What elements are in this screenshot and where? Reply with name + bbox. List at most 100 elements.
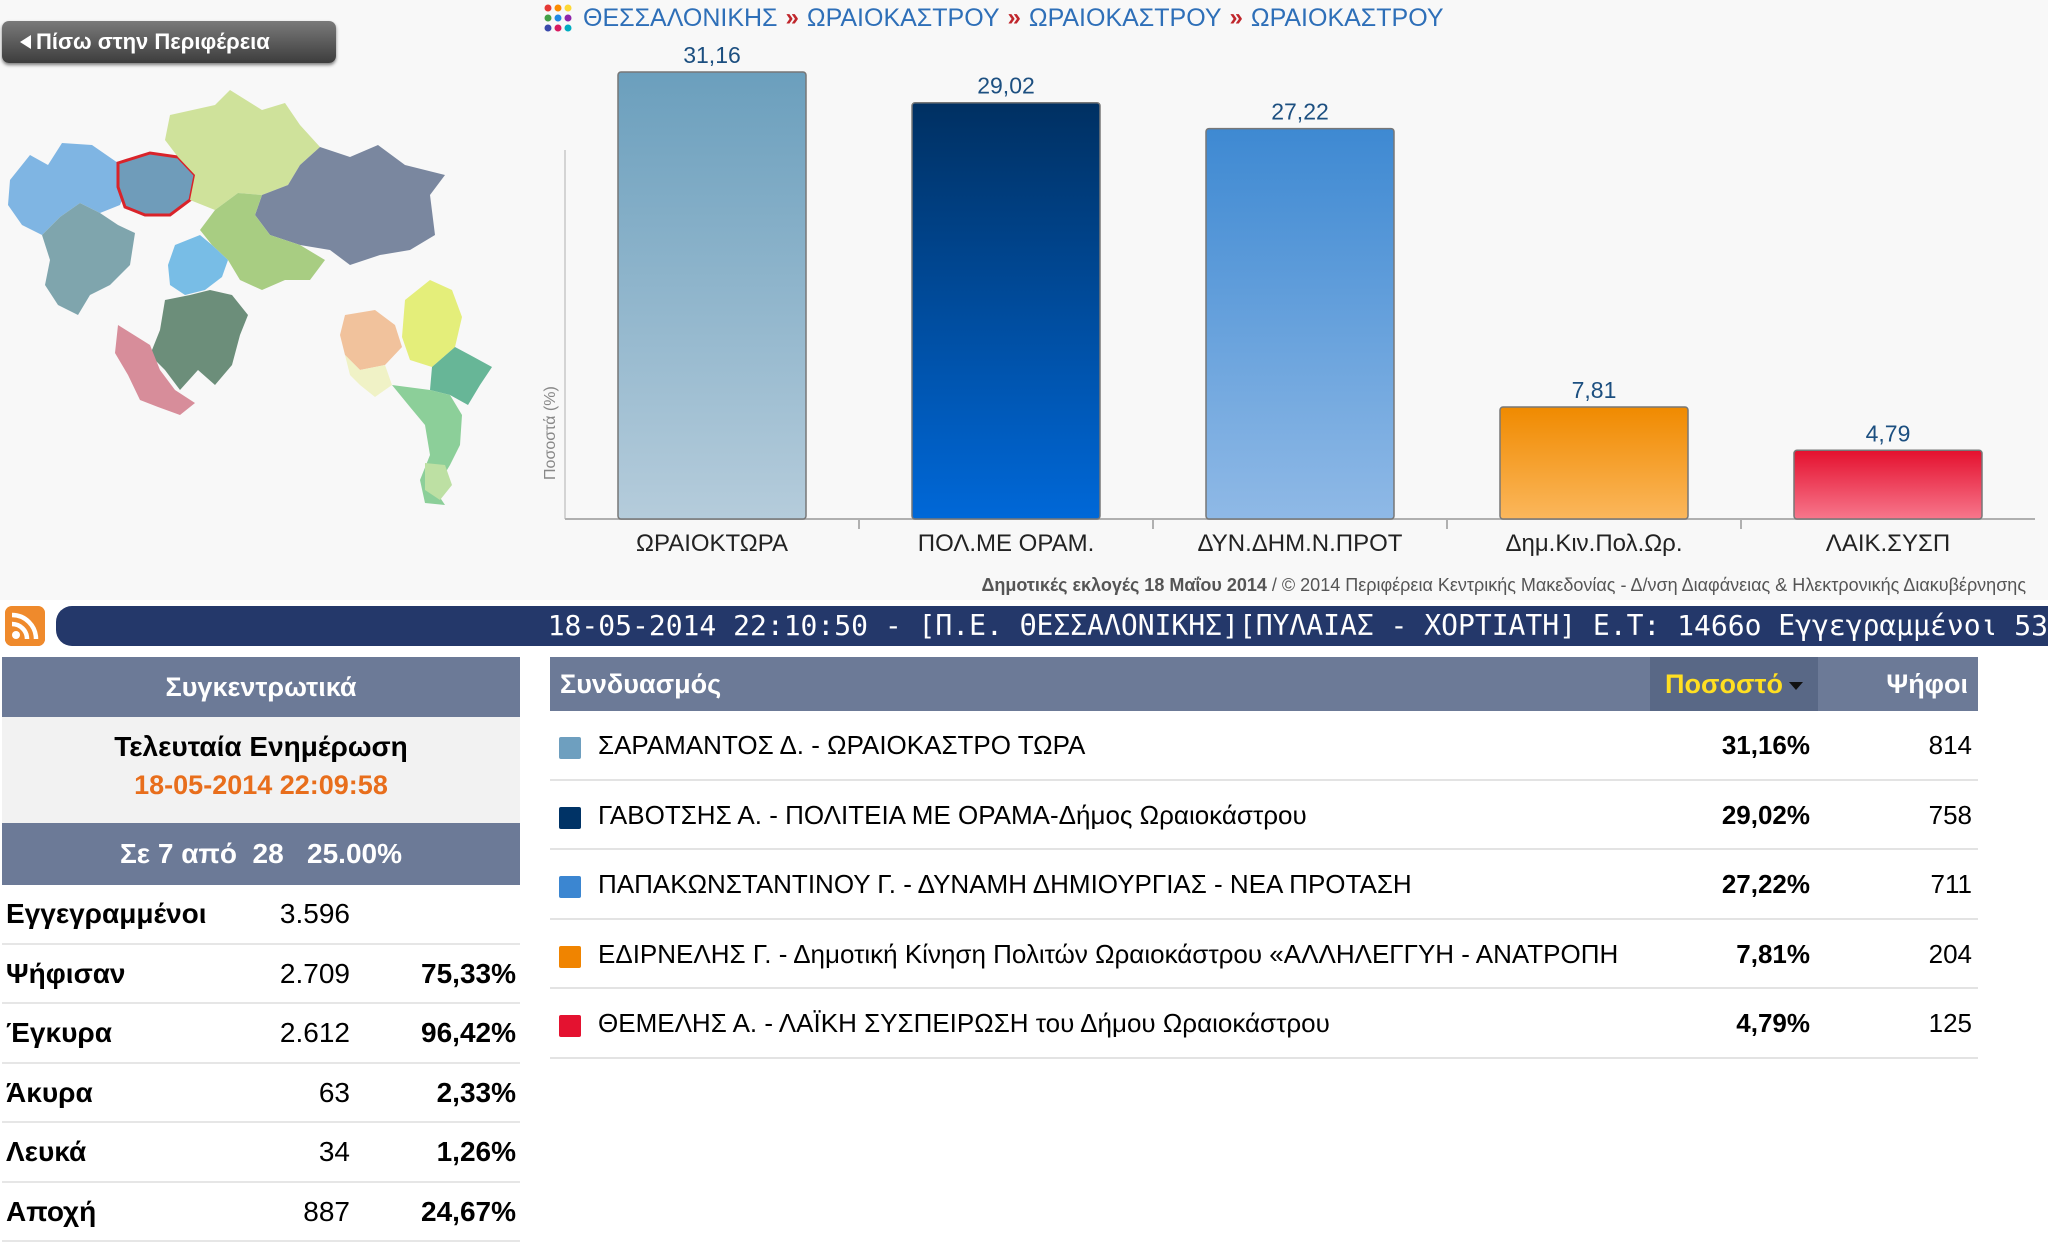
stat-value: 3.596 — [279, 898, 350, 929]
map-region[interactable] — [430, 347, 492, 405]
y-axis-label: Ποσοστά (%) — [542, 386, 559, 480]
chart-bar[interactable] — [911, 101, 1101, 520]
last-update-time: 18-05-2014 22:09:58 — [134, 770, 388, 800]
breadcrumb-item[interactable]: ΘΕΣΣΑΛΟΝΙΚΗΣ — [583, 3, 778, 32]
map-region[interactable] — [200, 193, 325, 290]
back-arrow-icon — [20, 35, 31, 49]
chart-bar[interactable] — [617, 71, 807, 520]
stat-value: 34 — [318, 1136, 350, 1167]
breadcrumb-item[interactable]: ΩΡΑΙΟΚΑΣΤΡΟΥ — [1028, 3, 1222, 32]
map-region[interactable] — [115, 325, 195, 415]
stat-percentage: 96,42% — [421, 1017, 516, 1048]
coalition-votes: 204 — [1928, 938, 1972, 969]
coalition-votes: 814 — [1928, 730, 1972, 760]
stat-row: Έγκυρα 2.612 96,42% — [2, 1004, 520, 1064]
x-tick-label: ΛΑΙΚ.ΣΥΣΠ — [1826, 530, 1950, 557]
bar-data-label: 29,02 — [977, 73, 1035, 99]
stat-value: 2.709 — [279, 957, 350, 989]
bar-data-label: 27,22 — [1271, 99, 1329, 125]
municipality-map[interactable] — [0, 85, 510, 505]
stat-row: Εγγεγραμμένοι 3.596 — [2, 885, 520, 945]
breadcrumb-item[interactable]: ΩΡΑΙΟΚΑΣΤΡΟΥ — [806, 3, 1000, 32]
summary-panel: Συγκεντρωτικά Τελευταία Ενημέρωση 18-05-… — [2, 657, 520, 1245]
table-row[interactable]: ΣΑΡΑΜΑΝΤΟΣ Δ. - ΩΡΑΙΟΚΑΣΤΡΟ ΤΩΡΑ 31,16% 81… — [550, 711, 1978, 781]
x-tick-label: ΠΟΛ.ΜΕ ΟΡΑΜ. — [918, 530, 1095, 557]
chart-footer: Δημοτικές εκλογές 18 Μαΐου 2014 / © 2014… — [981, 575, 2026, 596]
back-to-region-button[interactable]: Πίσω στην Περιφέρεια — [2, 21, 336, 63]
last-update: Τελευταία Ενημέρωση 18-05-2014 22:09:58 — [2, 717, 520, 823]
chart-bar[interactable] — [1499, 406, 1689, 520]
chart-footer-title: Δημοτικές εκλογές 18 Μαΐου 2014 — [981, 575, 1267, 595]
stat-percentage: 2,33% — [436, 1076, 516, 1108]
party-color-swatch — [559, 1015, 581, 1037]
bar-data-label: 4,79 — [1866, 420, 1911, 446]
stat-name: Έγκυρα — [6, 1017, 112, 1048]
stat-name: Λευκά — [6, 1136, 87, 1167]
x-tick-label: ΩΡΑΙΟΚΤΩΡΑ — [636, 530, 788, 557]
summary-title: Συγκεντρωτικά — [2, 657, 520, 717]
col-header-coalition[interactable]: Συνδυασμός — [560, 669, 722, 699]
coalition-votes: 125 — [1928, 1008, 1972, 1038]
coalition-percentage: 31,16% — [1721, 730, 1810, 760]
coalition-percentage: 7,81% — [1736, 938, 1810, 969]
col-header-votes[interactable]: Ψήφοι — [1886, 669, 1968, 699]
stat-value: 2.612 — [279, 1017, 350, 1048]
map-region[interactable] — [392, 385, 462, 505]
map-region[interactable] — [255, 145, 445, 265]
bar-data-label: 7,81 — [1572, 377, 1617, 403]
stat-row: Αποχή 887 24,67% — [2, 1183, 520, 1242]
coalition-name: ΣΑΡΑΜΑΝΤΟΣ Δ. - ΩΡΑΙΟΚΑΣΤΡΟ ΤΩΡΑ — [598, 730, 1086, 760]
colored-dots-icon — [544, 4, 572, 32]
stat-name: Ψήφισαν — [6, 957, 126, 989]
coalition-name: ΠΑΠΑΚΩΝΣΤΑΝΤΙΝΟΥ Γ. - ΔΥΝΑΜΗ ΔΗΜΙΟΥΡΓΙΑΣ… — [598, 869, 1412, 899]
map-region-highlighted[interactable] — [116, 151, 197, 217]
party-color-swatch — [559, 876, 581, 898]
party-color-swatch — [559, 737, 581, 759]
map-region[interactable] — [165, 90, 320, 210]
stat-percentage: 75,33% — [421, 957, 516, 989]
breadcrumb-separator: » — [1229, 4, 1243, 31]
col-header-percentage[interactable]: Ποσοστό — [1650, 657, 1818, 711]
table-row[interactable]: ΕΔΙΡΝΕΛΗΣ Γ. - Δημοτική Κίνηση Πολιτών Ω… — [550, 920, 1978, 989]
map-region[interactable] — [345, 355, 392, 397]
stat-row: Λευκά 34 1,26% — [2, 1123, 520, 1183]
coalition-percentage: 29,02% — [1721, 799, 1810, 830]
table-row[interactable]: ΠΑΠΑΚΩΝΣΤΑΝΤΙΝΟΥ Γ. - ΔΥΝΑΜΗ ΔΗΜΙΟΥΡΓΙΑΣ… — [550, 850, 1978, 920]
stat-row: Ψήφισαν 2.709 75,33% — [2, 945, 520, 1004]
map-region[interactable] — [42, 203, 135, 315]
results-header: Συνδυασμός Ποσοστό Ψήφοι — [550, 657, 1978, 711]
ticker-text: 18-05-2014 22:10:50 - [Π.Ε. ΘΕΣΣΑΛΟΝΙΚΗΣ… — [547, 609, 2048, 642]
breadcrumb-separator: » — [785, 4, 799, 31]
rss-icon[interactable] — [5, 606, 45, 646]
coalition-votes: 758 — [1928, 799, 1972, 830]
coalition-percentage: 27,22% — [1721, 869, 1810, 899]
map-region[interactable] — [168, 235, 228, 295]
bar-data-label: 31,16 — [683, 42, 741, 68]
chart-bar[interactable] — [1205, 127, 1395, 520]
breadcrumb-item[interactable]: ΩΡΑΙΟΚΑΣΤΡΟΥ — [1250, 3, 1444, 32]
chart-bar[interactable] — [1793, 449, 1983, 520]
table-row[interactable]: ΓΑΒΟΤΣΗΣ Α. - ΠΟΛΙΤΕΙΑ ΜΕ ΟΡΑΜΑ-Δήμος Ωρ… — [550, 781, 1978, 850]
last-update-label: Τελευταία Ενημέρωση — [114, 731, 408, 762]
results-table: Συνδυασμός Ποσοστό Ψήφοι ΣΑΡΑΜΑΝΤΟΣ Δ. -… — [550, 657, 1978, 1059]
stat-percentage: 24,67% — [421, 1195, 516, 1227]
map-region[interactable] — [150, 290, 248, 390]
top-area: Πίσω στην Περιφέρεια ΘΕΣΣΑΛΟΝΙΚΗΣ » ΩΡΑΙ… — [0, 0, 2048, 600]
coalition-votes: 711 — [1930, 869, 1972, 899]
breadcrumb: ΘΕΣΣΑΛΟΝΙΚΗΣ » ΩΡΑΙΟΚΑΣΤΡΟΥ » ΩΡΑΙΟΚΑΣΤΡ… — [543, 2, 1444, 34]
col-header-percentage-label: Ποσοστό — [1665, 669, 1783, 699]
map-region[interactable] — [402, 280, 462, 367]
party-color-swatch — [559, 945, 581, 968]
coalition-name: ΘΕΜΕΛΗΣ Α. - ΛΑΪΚΗ ΣΥΣΠΕΙΡΩΣΗ του Δήμου … — [598, 1008, 1330, 1038]
stat-value: 63 — [318, 1076, 350, 1108]
breadcrumb-separator: » — [1007, 4, 1021, 31]
table-row[interactable]: ΘΕΜΕΛΗΣ Α. - ΛΑΪΚΗ ΣΥΣΠΕΙΡΩΣΗ του Δήμου … — [550, 989, 1978, 1059]
party-color-swatch — [559, 806, 581, 829]
map-region[interactable] — [425, 463, 452, 500]
coalition-name: ΕΔΙΡΝΕΛΗΣ Γ. - Δημοτική Κίνηση Πολιτών Ω… — [598, 938, 1619, 969]
chart-footer-copyright: / © 2014 Περιφέρεια Κεντρικής Μακεδονίας… — [1266, 575, 2026, 595]
sort-desc-icon — [1788, 681, 1803, 690]
stat-name: Άκυρα — [6, 1076, 93, 1108]
x-tick-label: ΔΥΝ.ΔΗΜ.Ν.ΠΡΟΤ — [1198, 530, 1403, 557]
map-region[interactable] — [340, 310, 402, 370]
